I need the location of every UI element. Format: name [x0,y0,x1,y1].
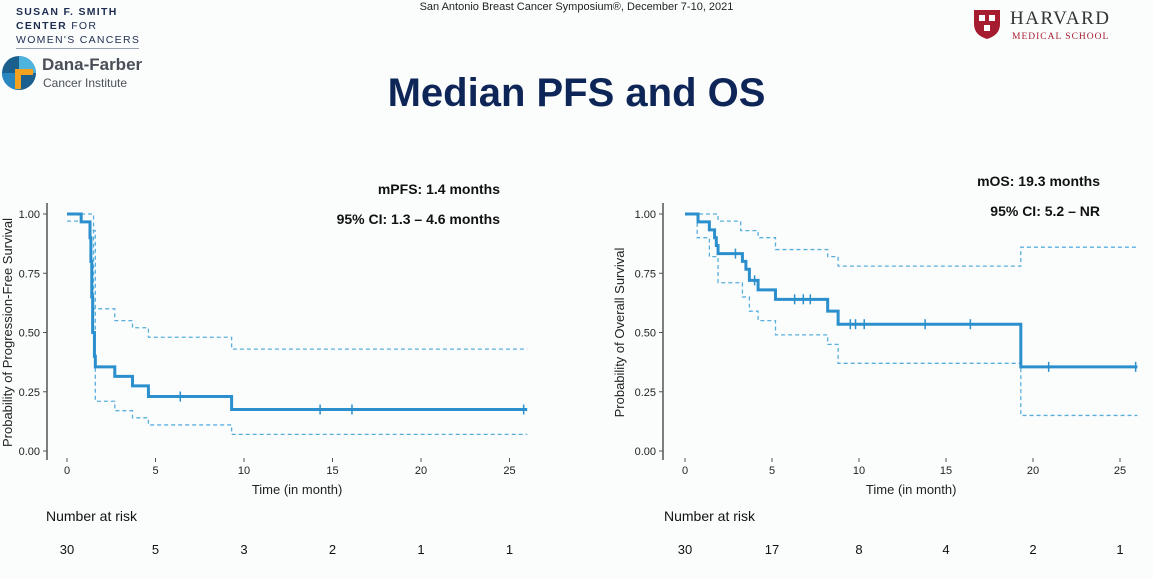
pfs-y-tick-label: 0.75 [19,268,40,280]
pfs-median-annotation: mPFS: 1.4 months [377,181,500,197]
os-risk-value: 1 [1116,542,1124,557]
os-y-tick-label: 1.00 [635,209,656,221]
harvard-shield-icon [974,10,1000,39]
harvard-subtitle: MEDICAL SCHOOL [1012,32,1110,42]
pfs-upper-ci-line [67,213,528,350]
harvard-name: HARVARD [1010,8,1111,29]
os-risk-value: 4 [942,542,950,557]
dana-farber-name: Dana-Farber [42,55,143,74]
os-ci-annotation: 95% CI: 5.2 – NR [990,203,1100,219]
os-x-tick-label: 10 [853,465,865,477]
pfs-y-tick-label: 1.00 [19,209,40,221]
pfs-risk-label: Number at risk [46,508,138,524]
os-risk-value: 2 [1029,542,1037,557]
pfs-risk-value: 30 [59,542,75,557]
pfs-x-tick-label: 20 [415,465,427,477]
pfs-risk-value: 3 [240,542,248,557]
pfs-ci-annotation: 95% CI: 1.3 – 4.6 months [336,211,500,227]
pfs-y-tick-label: 0.50 [19,328,40,340]
pfs-risk-value: 2 [328,542,337,557]
pfs-y-tick-label: 0.00 [19,446,40,458]
pfs-x-tick-label: 0 [64,465,70,477]
pfs-lower-ci-line [67,220,528,436]
os-lower-ci-line [685,213,1138,417]
logo-word: FOR [71,20,98,32]
os-x-axis-label: Time (in month) [866,482,957,497]
logo-divider [16,48,139,49]
dana-farber-subtitle: Cancer Institute [43,76,128,90]
pfs-y-tick-label: 0.25 [19,387,40,399]
os-survival-curve [685,212,1138,369]
pfs-x-tick-label: 15 [326,465,338,477]
os-x-tick-label: 5 [769,465,775,477]
pfs-survival-curve [67,212,528,412]
logo-word: CENTER [16,20,67,32]
pfs-y-axis-label: Probability of Progression-Free Survival [0,218,15,447]
logo-line: CENTER FOR [16,20,97,33]
pfs-risk-value: 1 [417,542,425,557]
os-risk-value: 17 [764,542,780,557]
os-risk-value: 30 [677,542,693,557]
os-x-tick-label: 0 [682,465,688,477]
pfs-x-tick-label: 5 [152,465,158,477]
logo-line: WOMEN'S CANCERS [16,34,141,46]
os-risk-label: Number at risk [664,508,756,524]
os-y-tick-label: 0.00 [635,446,656,458]
slide-title: Median PFS and OS [387,71,766,115]
pfs-x-tick-label: 25 [503,465,515,477]
os-median-annotation: mOS: 19.3 months [977,173,1100,189]
os-y-tick-label: 0.25 [635,387,656,399]
pfs-x-tick-label: 10 [238,465,250,477]
os-risk-value: 8 [855,542,863,557]
dana-farber-logo-icon [2,56,36,90]
os-y-tick-label: 0.75 [635,268,656,280]
conference-header: San Antonio Breast Cancer Symposium®, De… [419,1,734,13]
pfs-risk-value: 5 [151,542,160,557]
os-x-tick-label: 20 [1027,465,1039,477]
os-y-axis-label: Probability of Overall Survival [612,247,627,417]
logo-line: SUSAN F. SMITH [16,6,118,18]
os-x-tick-label: 25 [1114,465,1126,477]
os-upper-ci-line [685,213,1138,267]
os-y-tick-label: 0.50 [635,328,656,340]
os-x-tick-label: 15 [940,465,952,477]
pfs-x-axis-label: Time (in month) [252,482,343,497]
pfs-risk-value: 1 [505,542,514,557]
